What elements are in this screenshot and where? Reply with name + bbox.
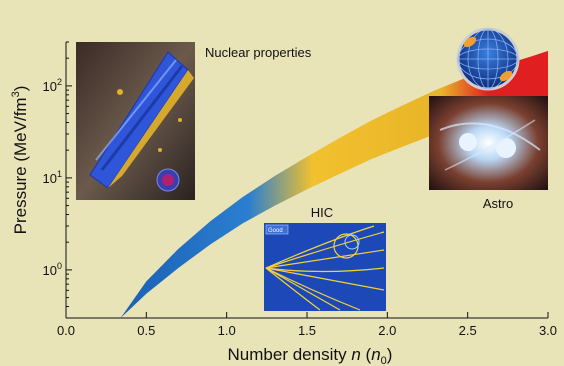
annotation-hic: HIC (311, 205, 333, 220)
x-tick-label: 2.5 (459, 323, 477, 338)
neutron-star-icon (456, 27, 520, 91)
y-axis-label: Pressure (MeV/fm3) (10, 86, 30, 235)
hic-image: Good (264, 223, 386, 311)
y-ticks: 100 101 102 (43, 41, 72, 319)
x-ticks: 0.0 0.5 1.0 1.5 2.0 2.5 3.0 (57, 312, 557, 338)
x-tick-label: 1.5 (298, 323, 316, 338)
x-tick-label: 3.0 (539, 323, 557, 338)
hic-badge: Good (268, 228, 283, 234)
x-axis-label: Number density n (n0) (228, 345, 393, 366)
y-tick-label: 100 (43, 261, 62, 278)
x-tick-label: 2.0 (378, 323, 396, 338)
x-tick-label: 0.0 (57, 323, 75, 338)
y-tick-label: 101 (43, 169, 62, 186)
astro-image (429, 96, 548, 190)
x-tick-label: 1.0 (218, 323, 236, 338)
annotation-nuclear-properties: Nuclear properties (205, 45, 312, 60)
y-tick-label: 102 (43, 77, 62, 94)
nuclear-matter-image (76, 42, 195, 200)
annotation-astro: Astro (483, 196, 513, 211)
x-tick-label: 0.5 (137, 323, 155, 338)
